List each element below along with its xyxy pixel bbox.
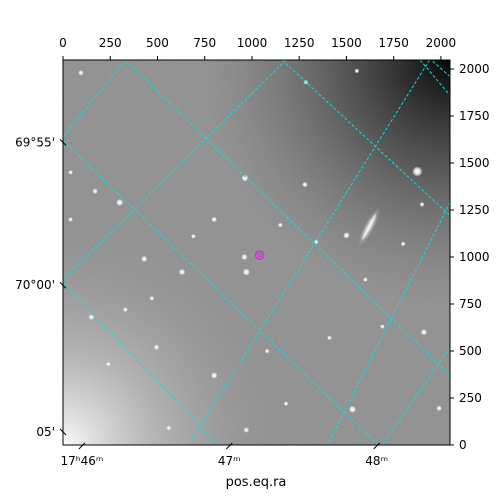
ra-tick-label: 48ᵐ (365, 454, 388, 468)
left-dec-axis: 69°55' 70°00' 05' (15, 135, 67, 439)
plot-frame (62, 59, 451, 446)
target-marker (254, 250, 265, 260)
ra-tick-label: 47ᵐ (218, 454, 241, 468)
coordinate-grid-line (63, 282, 220, 445)
star (243, 427, 250, 433)
right-tick-label: 1000 (459, 250, 490, 264)
star (141, 255, 148, 263)
star (166, 425, 172, 431)
dec-tick-label: 70°00' (15, 278, 55, 292)
dec-tick-label: 05' (36, 425, 55, 439)
bottom-ra-axis: 17ʰ46ᵐ 47ᵐ 48ᵐ (60, 442, 388, 468)
star (362, 277, 368, 282)
right-tick-label: 250 (459, 391, 482, 405)
star (210, 372, 218, 379)
image-area (63, 60, 450, 445)
top-tick-label: 1000 (237, 36, 268, 50)
top-tick-label: 1500 (331, 36, 362, 50)
star (419, 201, 425, 207)
right-tick-label: 1250 (459, 203, 490, 217)
dec-tick-mark (59, 281, 67, 289)
top-tick-label: 0 (59, 36, 67, 50)
coordinate-grid-line (125, 60, 450, 376)
ra-tick-mark (225, 442, 233, 450)
top-tick-label: 1250 (284, 36, 315, 50)
top-tick-label: 500 (146, 36, 169, 50)
top-tick-label: 250 (99, 36, 122, 50)
right-tick-label: 2000 (459, 62, 490, 76)
coordinate-grid-line (187, 60, 431, 445)
top-pixel-axis: 0 250 500 750 1000 1250 1500 1750 2000 (59, 36, 456, 60)
star (105, 361, 111, 367)
star (122, 307, 128, 313)
coordinate-grid-line (327, 202, 450, 445)
star (68, 217, 73, 222)
star (264, 348, 270, 354)
right-tick-label: 0 (459, 438, 467, 452)
star (241, 174, 249, 182)
star (302, 181, 308, 188)
dec-tick-mark (59, 138, 67, 146)
right-tick-label: 750 (459, 297, 482, 311)
coordinate-grid-line (431, 60, 450, 77)
dec-tick-label: 69°55' (15, 135, 55, 149)
star (400, 241, 406, 247)
right-tick-label: 1750 (459, 109, 490, 123)
coordinate-grid-line (281, 60, 450, 217)
star (327, 335, 332, 341)
ra-tick-mark (373, 442, 381, 450)
ra-tick-label: 17ʰ46ᵐ (60, 454, 103, 468)
star (379, 324, 385, 329)
galaxy-core (362, 214, 376, 240)
star (436, 405, 442, 412)
dec-tick-mark (59, 428, 67, 436)
star (354, 68, 360, 74)
coordinate-grid-line (63, 60, 126, 138)
ra-tick-mark (78, 442, 86, 450)
star (348, 405, 357, 413)
top-tick-label: 2000 (426, 36, 457, 50)
target-marker-inner (257, 253, 262, 258)
star (178, 268, 186, 276)
right-pixel-axis: 0 250 500 750 1000 1250 1500 1750 2000 (450, 62, 490, 452)
top-tick-label: 1750 (378, 36, 409, 50)
x-axis-label: pos.eq.ra (226, 475, 287, 490)
coordinate-grid-line (63, 60, 287, 280)
star (283, 401, 289, 407)
star (412, 166, 423, 177)
star (116, 198, 124, 207)
right-tick-label: 1500 (459, 156, 490, 170)
top-tick-label: 750 (193, 36, 216, 50)
coordinate-grid-line (419, 60, 450, 96)
coordinate-grid-line (63, 140, 380, 445)
star (242, 268, 250, 276)
right-tick-label: 500 (459, 344, 482, 358)
star (420, 329, 428, 336)
star (88, 314, 95, 320)
star (68, 170, 73, 175)
star (343, 232, 350, 239)
star (277, 222, 283, 228)
star (211, 216, 217, 223)
star (78, 69, 84, 76)
star (149, 295, 155, 301)
star (190, 233, 196, 239)
star (241, 253, 248, 261)
star (92, 188, 98, 195)
star (153, 344, 160, 351)
